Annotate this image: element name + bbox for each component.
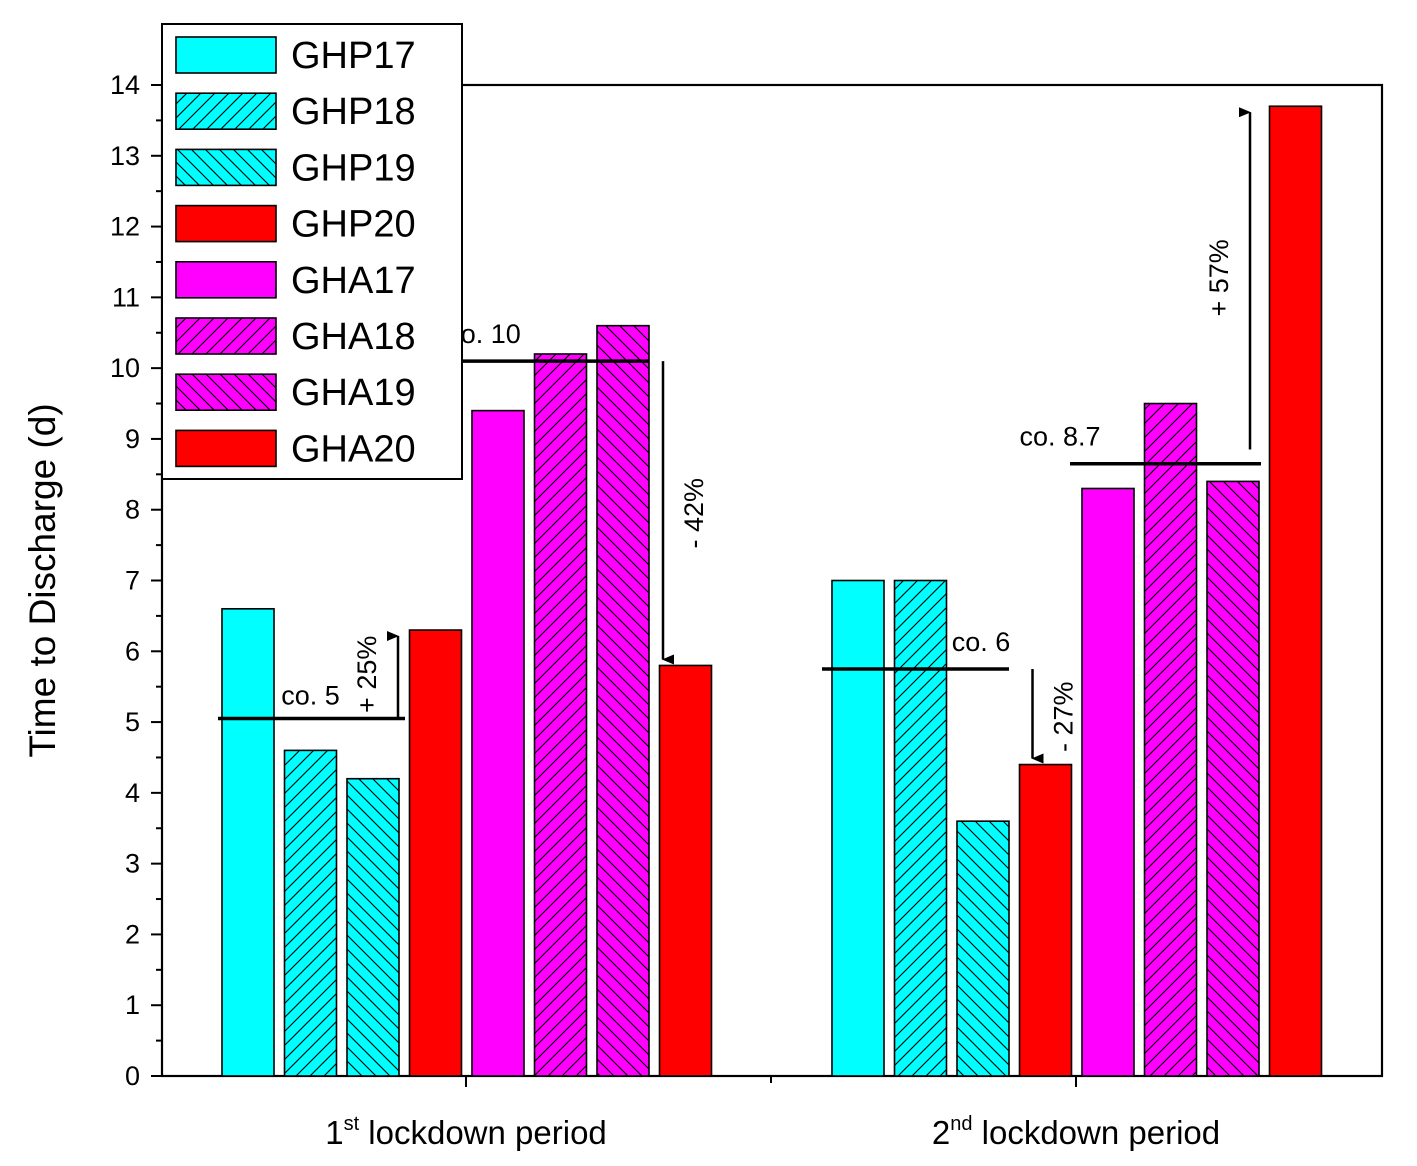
legend-swatch-gha18 — [175, 317, 277, 355]
bar-ghp20-group-1 — [408, 629, 463, 1077]
change-percent-label: - 42% — [679, 478, 709, 549]
legend-label-ghp20: GHP20 — [291, 204, 416, 246]
average-line-label: co. 8.7 — [1019, 422, 1100, 452]
average-line-label: co. 5 — [281, 681, 340, 711]
legend-label-gha18: GHA18 — [291, 316, 416, 358]
x-axis: 1st lockdown period 2nd lockdown period — [325, 1076, 1220, 1151]
bar-ghp19-group-1 — [346, 777, 400, 1077]
bar-ghp19-group-2 — [956, 820, 1010, 1077]
x-category-label: 1st lockdown period — [325, 1113, 607, 1151]
x-category-label: 2nd lockdown period — [932, 1113, 1220, 1151]
change-percent-label: + 57% — [1204, 239, 1234, 316]
y-axis-title: Time to Discharge (d) — [22, 403, 63, 757]
y-tick-label: 11 — [112, 282, 140, 312]
y-tick-label: 8 — [125, 495, 140, 525]
legend-swatch-ghp19 — [175, 148, 277, 187]
legend-label-ghp17: GHP17 — [291, 35, 416, 77]
y-tick-label: 13 — [110, 141, 140, 171]
legend-swatch-gha19 — [175, 373, 277, 412]
bar-gha18-group-2 — [1143, 402, 1198, 1077]
y-tick-label: 0 — [125, 1061, 140, 1091]
legend-label-gha19: GHA19 — [291, 372, 416, 414]
bar-gha19-group-1 — [596, 324, 650, 1077]
y-tick-label: 9 — [125, 424, 140, 454]
bar-gha20-group-2 — [1268, 105, 1323, 1077]
legend-swatch-ghp18 — [175, 92, 277, 130]
bar-ghp17-group-2 — [831, 579, 885, 1077]
bars — [221, 105, 1323, 1077]
y-tick-label: 10 — [110, 353, 140, 383]
legend-swatch-gha20 — [175, 429, 277, 468]
legend-label-gha17: GHA17 — [291, 260, 416, 302]
bar-gha17-group-1 — [471, 409, 525, 1077]
bar-ghp17-group-1 — [221, 608, 275, 1077]
bar-gha18-group-1 — [533, 353, 588, 1077]
legend-label-gha20: GHA20 — [291, 428, 416, 470]
legend: GHP17 GHP18 GHP19 GHP20 GHA17 GHA18 GHA19 GHA20 — [161, 23, 463, 480]
bar-gha20-group-1 — [658, 664, 713, 1077]
legend-label-ghp19: GHP19 — [291, 147, 416, 189]
legend-swatch-gha17 — [175, 260, 277, 299]
y-tick-label: 3 — [125, 849, 140, 879]
bar-gha17-group-2 — [1081, 487, 1135, 1077]
y-tick-label: 1 — [125, 990, 140, 1020]
average-line-label: co. 6 — [952, 627, 1011, 657]
bar-gha19-group-2 — [1206, 480, 1260, 1077]
y-tick-label: 6 — [125, 636, 140, 666]
bar-ghp20-group-2 — [1018, 763, 1073, 1077]
y-tick-label: 7 — [125, 566, 140, 596]
y-tick-label: 12 — [110, 212, 140, 242]
y-tick-label: 14 — [110, 70, 140, 100]
bar-ghp18-group-2 — [893, 579, 948, 1077]
legend-swatch-ghp20 — [175, 204, 277, 243]
change-percent-label: + 25% — [352, 636, 382, 713]
legend-swatch-ghp17 — [175, 36, 277, 74]
y-tick-label: 4 — [125, 778, 140, 808]
bar-ghp18-group-1 — [283, 749, 338, 1077]
y-tick-label: 5 — [125, 707, 140, 737]
change-percent-label: - 27% — [1049, 681, 1079, 752]
legend-label-ghp18: GHP18 — [291, 91, 416, 133]
y-tick-label: 2 — [125, 919, 140, 949]
